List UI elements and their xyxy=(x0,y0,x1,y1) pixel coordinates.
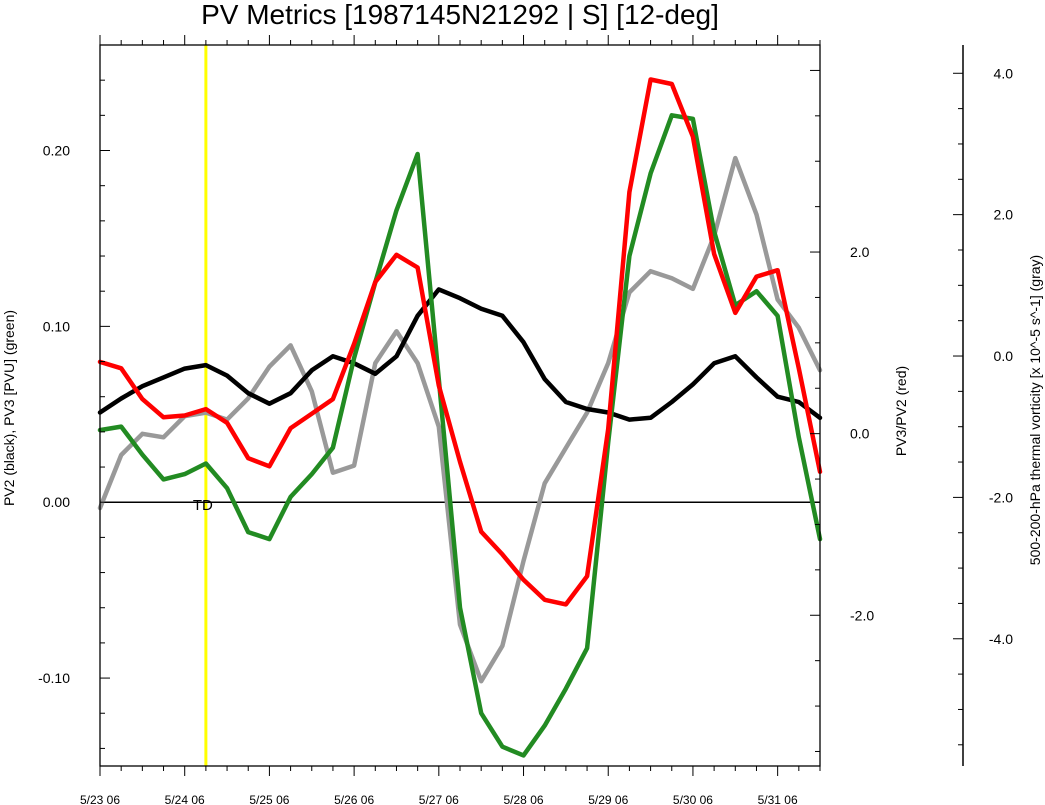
series-line-1 xyxy=(97,287,823,422)
far-right-axis: -4.0 -2.0 0.0 2.0 4.0 xyxy=(953,45,1013,766)
x-tick-label: 5/23 06 xyxy=(80,793,120,805)
left-axis-label: PV2 (black), PV3 [PVU] (green) xyxy=(1,310,17,506)
far-right-tick-label: 2.0 xyxy=(994,207,1014,223)
x-tick-label: 5/25 06 xyxy=(249,793,289,805)
event-marker-label: TD xyxy=(193,497,213,514)
x-axis: 5/23 06 5/24 06 5/25 06 5/26 06 5/27 06 5/28 … xyxy=(80,35,821,805)
right-axis: -2.0 0.0 2.0 xyxy=(810,69,874,752)
right-tick-label: 0.0 xyxy=(850,426,870,442)
far-right-axis-label: 500-200-hPa thermal vorticity [x 10^-5 s… xyxy=(1027,255,1043,565)
series-line-3 xyxy=(97,77,823,607)
far-right-tick-label: 0.0 xyxy=(994,348,1014,364)
x-tick-label: 5/24 06 xyxy=(165,793,205,805)
left-tick-label: -0.10 xyxy=(38,670,70,686)
far-right-tick-label: 4.0 xyxy=(994,65,1014,81)
series-layer xyxy=(97,77,823,758)
left-tick-label: 0.10 xyxy=(43,318,70,334)
plot-frame xyxy=(99,44,821,767)
x-tick-label: 5/31 06 xyxy=(758,793,798,805)
right-axis-label: PV3/PV2 (red) xyxy=(893,366,909,456)
x-tick-label: 5/30 06 xyxy=(673,793,713,805)
event-marker-layer: TD xyxy=(193,45,213,766)
series-line-2 xyxy=(97,113,823,758)
x-tick-label: 5/27 06 xyxy=(419,793,459,805)
left-axis: -0.10 0.00 0.10 0.20 xyxy=(38,44,110,749)
far-right-tick-label: -4.0 xyxy=(989,631,1013,647)
x-tick-label: 5/26 06 xyxy=(334,793,374,805)
left-tick-label: 0.20 xyxy=(43,143,70,159)
x-tick-label: 5/29 06 xyxy=(588,793,628,805)
x-tick-label: 5/28 06 xyxy=(504,793,544,805)
right-tick-label: 2.0 xyxy=(850,244,870,260)
far-right-tick-label: -2.0 xyxy=(989,489,1013,505)
chart-title: PV Metrics [1987145N21292 | S] [12-deg] xyxy=(201,0,719,30)
right-tick-label: -2.0 xyxy=(850,607,874,623)
left-tick-label: 0.00 xyxy=(43,494,70,510)
